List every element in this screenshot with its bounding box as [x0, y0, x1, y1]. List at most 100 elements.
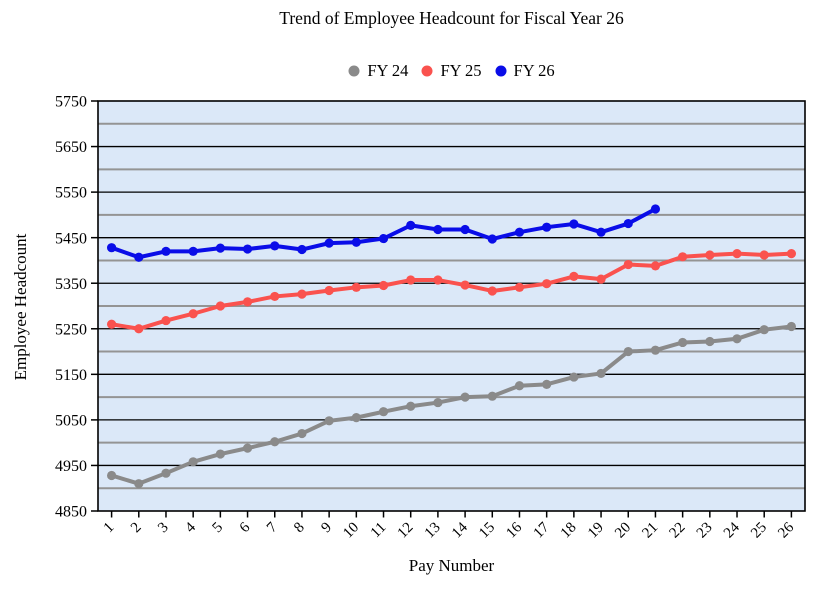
- data-point: [623, 259, 633, 270]
- data-point: [378, 233, 389, 244]
- data-point: [732, 249, 742, 259]
- x-tick-label: 4: [182, 519, 199, 536]
- data-point: [188, 246, 198, 256]
- data-point: [514, 227, 525, 237]
- x-tick-label: 26: [775, 519, 797, 541]
- y-tick-label: 5050: [55, 412, 87, 429]
- data-point: [650, 204, 661, 214]
- data-point: [297, 428, 307, 439]
- legend-item-fy25: FY 25: [421, 61, 482, 81]
- x-tick-label: 14: [449, 519, 471, 541]
- data-point: [406, 275, 416, 285]
- data-point: [786, 249, 797, 259]
- y-axis-ticks: 4850 4950 5050 5150 5250 5350 5450 5550 5650 5750: [55, 94, 98, 521]
- data-point: [242, 443, 253, 453]
- data-point: [106, 319, 117, 329]
- data-point: [161, 315, 171, 326]
- legend-label-fy25: FY 25: [440, 61, 482, 80]
- x-tick-label: 12: [395, 520, 417, 542]
- x-tick-label: 16: [503, 519, 525, 541]
- data-point: [596, 227, 606, 237]
- x-tick-label: 19: [585, 520, 607, 542]
- data-point: [106, 243, 117, 253]
- series-fy24: [106, 321, 797, 489]
- data-point: [270, 291, 280, 302]
- x-tick-label: 23: [694, 520, 716, 542]
- data-point: [678, 337, 688, 348]
- y-tick-label: 5150: [55, 367, 87, 384]
- data-point: [215, 243, 225, 253]
- data-point: [759, 250, 769, 260]
- data-point: [569, 271, 579, 281]
- data-point: [433, 397, 443, 408]
- legend-item-fy24: FY 24: [348, 61, 408, 81]
- x-tick-label: 17: [531, 519, 553, 541]
- data-point: [106, 470, 117, 481]
- y-tick-label: 5350: [55, 276, 87, 293]
- x-tick-label: 25: [748, 520, 770, 542]
- x-tick-label: 24: [721, 519, 743, 541]
- x-tick-label: 7: [264, 519, 281, 536]
- legend-marker-fy25-icon: [421, 65, 433, 77]
- x-tick-label: 20: [612, 520, 634, 542]
- data-point: [460, 224, 470, 235]
- data-point: [623, 218, 633, 229]
- data-point: [460, 280, 470, 290]
- data-point: [351, 413, 361, 423]
- data-point: [542, 222, 552, 232]
- x-tick-label: 1: [101, 520, 118, 537]
- data-point: [270, 241, 280, 251]
- data-point: [270, 437, 280, 447]
- data-point: [487, 391, 497, 401]
- data-point: [134, 324, 144, 334]
- chart-legend: FY 24 FY 25 FY 26: [98, 61, 805, 81]
- x-tick-label: 3: [155, 520, 172, 537]
- x-axis-ticks: 1 2 3 4 5 6 7 8 9 10 11 12 13 14 15 16 17 18 19 20 21 22 23 24 2…: [101, 511, 798, 541]
- x-tick-label: 6: [237, 519, 254, 536]
- data-point: [514, 381, 525, 391]
- data-point: [378, 407, 389, 417]
- legend-label-fy24: FY 24: [367, 61, 409, 80]
- series-fy25: [106, 249, 797, 334]
- data-point: [242, 297, 253, 307]
- series-fy26: [106, 204, 661, 262]
- legend-marker-fy24-icon: [348, 65, 360, 77]
- data-point: [623, 346, 633, 357]
- data-point: [324, 416, 334, 426]
- data-point: [732, 334, 742, 344]
- data-point: [161, 468, 171, 478]
- data-point: [542, 279, 552, 289]
- chart-title: Trend of Employee Headcount for Fiscal Y…: [279, 8, 624, 28]
- data-point: [569, 372, 579, 382]
- data-point: [188, 309, 198, 319]
- data-point: [134, 252, 144, 262]
- data-point: [460, 392, 470, 402]
- data-point: [569, 219, 579, 229]
- legend-label-fy26: FY 26: [513, 61, 555, 80]
- data-point: [650, 345, 661, 355]
- data-point: [134, 479, 144, 489]
- x-tick-label: 22: [667, 520, 689, 542]
- data-point: [596, 368, 606, 379]
- plot-border: [97, 100, 806, 512]
- y-tick-label: 5450: [55, 230, 87, 247]
- data-point: [650, 261, 661, 271]
- x-tick-label: 18: [558, 520, 580, 542]
- data-point: [215, 449, 225, 459]
- x-tick-label: 11: [368, 520, 390, 542]
- data-point: [542, 379, 552, 389]
- x-tick-label: 13: [422, 520, 444, 542]
- x-tick-label: 10: [340, 520, 362, 542]
- data-point: [433, 224, 443, 235]
- data-point: [242, 244, 253, 254]
- minor-gridlines: [98, 122, 805, 490]
- data-point: [705, 250, 715, 260]
- data-point: [161, 246, 171, 256]
- data-point: [786, 321, 797, 332]
- x-tick-label: 2: [128, 520, 145, 537]
- y-tick-label: 4850: [55, 504, 87, 521]
- data-point: [596, 274, 606, 284]
- y-tick-label: 5250: [55, 321, 87, 338]
- y-axis-title: Employee Headcount: [11, 233, 30, 381]
